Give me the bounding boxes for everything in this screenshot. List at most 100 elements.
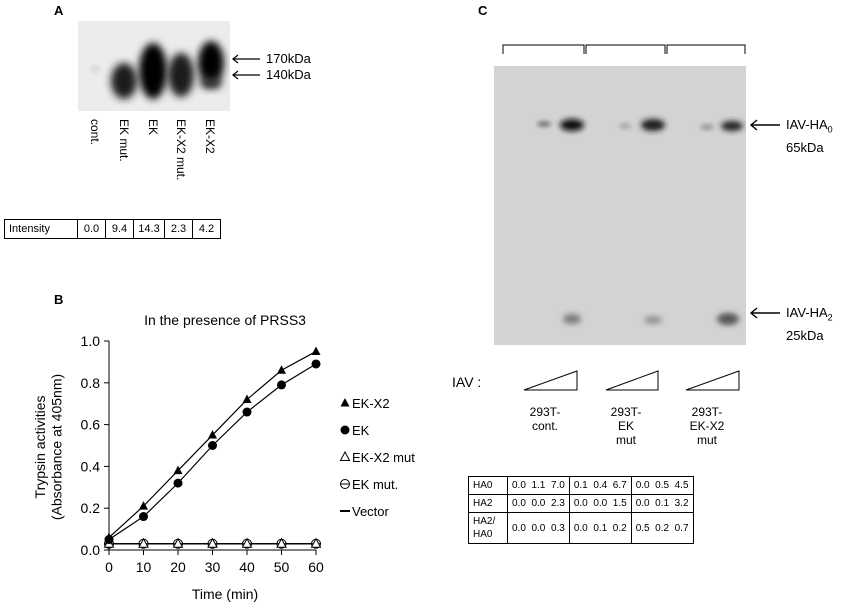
intensity-cell: 0.0: [77, 219, 106, 239]
y-tick-label: 1.0: [81, 333, 101, 349]
band-ha0-subscript: 0: [827, 124, 833, 135]
lane-label-cont: cont.: [88, 119, 102, 146]
y-tick-label: 0.2: [81, 500, 101, 516]
intensity-cell: 14.3: [133, 219, 165, 239]
iav-label: IAV :: [452, 374, 482, 390]
data-point-open-triangle: [339, 450, 351, 461]
chart-title: In the presence of PRSS3: [144, 312, 306, 328]
data-point-open-triangle: [138, 537, 149, 548]
band-ha2-subscript: 2: [827, 312, 833, 323]
x-tick-label: 50: [274, 559, 290, 575]
legend-label: EK: [352, 423, 370, 438]
data-point-open-triangle: [310, 537, 322, 548]
y-axis-label-line: (Absorbance at 405nm): [48, 374, 64, 520]
data-point-triangle: [311, 346, 321, 355]
group-line: mut: [615, 433, 636, 447]
table-row: HA2 0.0 0.0 2.3 0.0 0.0 1.5 0.0 0.1 3.2: [468, 494, 694, 513]
panel-c-label: C: [478, 3, 488, 18]
data-point-open-triangle: [207, 537, 218, 548]
chart-series-layer: [103, 346, 322, 549]
y-tick-label: 0.8: [81, 375, 101, 391]
x-tick-label: 20: [170, 559, 186, 575]
group-line: 293T-: [529, 405, 561, 419]
table-cell: 0.0 0.1 0.2: [568, 512, 632, 544]
group-line: cont.: [531, 419, 558, 433]
group-label-293t-ek-x2-mut: 293T- EK-X2 mut: [672, 405, 742, 447]
data-point-triangle: [277, 365, 286, 374]
table-cell: 0.0 1.1 7.0: [507, 476, 570, 495]
table-cell: 0.0 0.0 1.5: [568, 494, 632, 513]
row-label-ha2-ha0: HA2/ HA0: [468, 512, 508, 544]
y-axis-label-line: Trypsin activities: [32, 396, 48, 499]
table-cell: 0.0 0.5 4.5: [630, 476, 694, 495]
table-row: HA2/ HA0 0.0 0.0 0.3 0.0 0.1 0.2 0.5 0.2…: [468, 512, 694, 544]
intensity-table: Intensity 0.0 9.4 14.3 2.3 4.2: [4, 219, 221, 239]
chart-y-axis-label: Trypsin activities(Absorbance at 405nm): [32, 374, 64, 520]
data-point-circle: [139, 512, 148, 522]
chart-x-axis-label: Time (min): [192, 586, 258, 602]
legend-item: EK-X2 mut: [339, 450, 415, 465]
group-label-293t-ek-mut: 293T- EK mut: [591, 405, 661, 447]
band-ha2-mw: 25kDa: [786, 327, 824, 343]
x-tick-label: 0: [105, 559, 113, 575]
row-label-ha2: HA2: [468, 494, 508, 513]
lane-label-ek: EK: [146, 119, 160, 136]
legend-item: EK mut.: [340, 477, 398, 492]
legend-label: EK-X2: [352, 396, 390, 411]
panel-a-label: A: [54, 3, 64, 18]
iav-dose-wedges: [523, 370, 740, 391]
row-label-ha0: HA0: [468, 476, 508, 495]
legend-item: EK: [340, 423, 370, 438]
intensity-cell: 4.2: [192, 219, 221, 239]
x-tick-label: 40: [239, 559, 255, 575]
data-point-open-triangle: [276, 537, 287, 548]
legend-label: EK mut.: [352, 477, 398, 492]
data-point-circle: [242, 407, 252, 417]
table-row: HA0 0.0 1.1 7.0 0.1 0.4 6.7 0.0 0.5 4.5: [468, 476, 694, 495]
data-point-circle: [340, 425, 350, 435]
data-point-triangle: [242, 394, 252, 404]
lane-group-brackets: [502, 44, 746, 54]
x-tick-label: 60: [308, 559, 324, 575]
lane-label-ek-x2: EK-X2: [203, 119, 217, 154]
legend-label: Vector: [352, 504, 390, 519]
data-point-triangle: [208, 430, 217, 439]
data-point-triangle: [340, 398, 350, 407]
panel-b-label: B: [54, 292, 64, 307]
ha-ratio-table: HA0 0.0 1.1 7.0 0.1 0.4 6.7 0.0 0.5 4.5 …: [468, 476, 694, 544]
y-tick-label: 0.0: [81, 542, 101, 558]
group-label-293t-cont: 293T- cont.: [510, 405, 580, 433]
data-point-triangle: [173, 465, 183, 475]
band-ha0-name: IAV-HA: [786, 117, 828, 132]
panel-a-western-blot: [78, 21, 230, 111]
marker-170kda: 170kDa: [266, 51, 311, 66]
y-tick-label: 0.6: [81, 417, 101, 433]
group-line: 293T-: [610, 405, 642, 419]
table-cell: 0.0 0.0 0.3: [507, 512, 570, 544]
legend-label: EK-X2 mut: [352, 450, 415, 465]
lane-label-ek-x2-mut: EK-X2 mut.: [174, 119, 188, 181]
panel-c-western-blot: [494, 66, 746, 345]
table-cell: 0.0 0.1 3.2: [630, 494, 694, 513]
data-point-open-triangle: [172, 537, 184, 548]
band-label-ha2: IAV-HA2 25kDa: [786, 304, 833, 344]
band-arrows: [749, 119, 780, 319]
legend-item: EK-X2: [340, 396, 390, 411]
band-ha0-mw: 65kDa: [786, 139, 824, 155]
data-point-triangle: [139, 501, 148, 510]
lane-label-ek-mut: EK mut.: [117, 119, 131, 162]
x-tick-label: 10: [136, 559, 152, 575]
marker-arrows: [232, 54, 260, 80]
y-tick-label: 0.4: [81, 458, 101, 474]
table-cell: 0.0 0.0 2.3: [507, 494, 570, 513]
band-ha2-name: IAV-HA: [786, 305, 828, 320]
chart-axes: 0.0 0.2 0.4 0.6 0.8 1.0 0 10 20 30 40 50 60: [81, 333, 324, 575]
intensity-cell: 2.3: [164, 219, 193, 239]
x-tick-label: 30: [205, 559, 221, 575]
data-point-circle: [277, 380, 286, 390]
data-point-open-triangle: [241, 537, 253, 548]
legend-item: Vector: [340, 504, 390, 519]
table-cell: 0.1 0.4 6.7: [568, 476, 632, 495]
table-cell: 0.5 0.2 0.7: [630, 512, 694, 544]
panel-b-line-chart: In the presence of PRSS3 Trypsin activit…: [32, 312, 415, 602]
